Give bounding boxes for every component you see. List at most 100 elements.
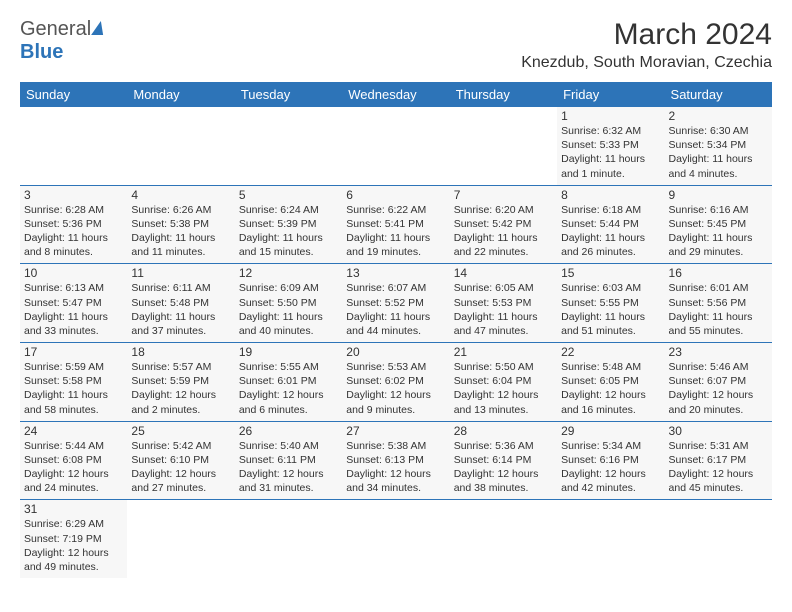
calendar-head: SundayMondayTuesdayWednesdayThursdayFrid…: [20, 82, 772, 107]
calendar-cell: [127, 107, 234, 185]
day-number: 3: [24, 188, 123, 202]
day-info: Sunrise: 5:42 AMSunset: 6:10 PMDaylight:…: [131, 439, 230, 496]
calendar-cell: 18Sunrise: 5:57 AMSunset: 5:59 PMDayligh…: [127, 343, 234, 422]
calendar-cell: 14Sunrise: 6:05 AMSunset: 5:53 PMDayligh…: [450, 264, 557, 343]
day-number: 24: [24, 424, 123, 438]
calendar-cell: 27Sunrise: 5:38 AMSunset: 6:13 PMDayligh…: [342, 421, 449, 500]
calendar-cell: 5Sunrise: 6:24 AMSunset: 5:39 PMDaylight…: [235, 185, 342, 264]
day-info: Sunrise: 5:55 AMSunset: 6:01 PMDaylight:…: [239, 360, 338, 417]
day-info: Sunrise: 6:13 AMSunset: 5:47 PMDaylight:…: [24, 281, 123, 338]
day-number: 18: [131, 345, 230, 359]
calendar-cell: 20Sunrise: 5:53 AMSunset: 6:02 PMDayligh…: [342, 343, 449, 422]
calendar-cell: 28Sunrise: 5:36 AMSunset: 6:14 PMDayligh…: [450, 421, 557, 500]
calendar-cell: 2Sunrise: 6:30 AMSunset: 5:34 PMDaylight…: [665, 107, 772, 185]
calendar-cell: 12Sunrise: 6:09 AMSunset: 5:50 PMDayligh…: [235, 264, 342, 343]
day-info: Sunrise: 6:30 AMSunset: 5:34 PMDaylight:…: [669, 124, 768, 181]
calendar-cell: [665, 500, 772, 578]
calendar-cell: 15Sunrise: 6:03 AMSunset: 5:55 PMDayligh…: [557, 264, 664, 343]
weekday-header: Wednesday: [342, 82, 449, 107]
calendar-cell: 30Sunrise: 5:31 AMSunset: 6:17 PMDayligh…: [665, 421, 772, 500]
calendar-row: 24Sunrise: 5:44 AMSunset: 6:08 PMDayligh…: [20, 421, 772, 500]
logo-sail-icon: [91, 21, 107, 35]
day-number: 8: [561, 188, 660, 202]
calendar-cell: 6Sunrise: 6:22 AMSunset: 5:41 PMDaylight…: [342, 185, 449, 264]
day-number: 4: [131, 188, 230, 202]
calendar-cell: [235, 107, 342, 185]
calendar-cell: 22Sunrise: 5:48 AMSunset: 6:05 PMDayligh…: [557, 343, 664, 422]
day-number: 26: [239, 424, 338, 438]
location: Knezdub, South Moravian, Czechia: [521, 54, 772, 72]
day-number: 12: [239, 266, 338, 280]
day-info: Sunrise: 6:05 AMSunset: 5:53 PMDaylight:…: [454, 281, 553, 338]
day-number: 9: [669, 188, 768, 202]
day-info: Sunrise: 5:59 AMSunset: 5:58 PMDaylight:…: [24, 360, 123, 417]
day-info: Sunrise: 6:18 AMSunset: 5:44 PMDaylight:…: [561, 203, 660, 260]
day-info: Sunrise: 5:36 AMSunset: 6:14 PMDaylight:…: [454, 439, 553, 496]
day-info: Sunrise: 6:20 AMSunset: 5:42 PMDaylight:…: [454, 203, 553, 260]
weekday-header: Sunday: [20, 82, 127, 107]
calendar-cell: 19Sunrise: 5:55 AMSunset: 6:01 PMDayligh…: [235, 343, 342, 422]
day-info: Sunrise: 6:28 AMSunset: 5:36 PMDaylight:…: [24, 203, 123, 260]
calendar-cell: 29Sunrise: 5:34 AMSunset: 6:16 PMDayligh…: [557, 421, 664, 500]
day-number: 28: [454, 424, 553, 438]
day-info: Sunrise: 6:24 AMSunset: 5:39 PMDaylight:…: [239, 203, 338, 260]
day-info: Sunrise: 6:07 AMSunset: 5:52 PMDaylight:…: [346, 281, 445, 338]
logo-blue: Blue: [20, 41, 63, 63]
day-number: 27: [346, 424, 445, 438]
day-info: Sunrise: 5:50 AMSunset: 6:04 PMDaylight:…: [454, 360, 553, 417]
logo-general: General: [20, 18, 91, 40]
calendar-cell: 13Sunrise: 6:07 AMSunset: 5:52 PMDayligh…: [342, 264, 449, 343]
day-number: 25: [131, 424, 230, 438]
calendar-cell: 4Sunrise: 6:26 AMSunset: 5:38 PMDaylight…: [127, 185, 234, 264]
day-number: 17: [24, 345, 123, 359]
calendar-cell: 1Sunrise: 6:32 AMSunset: 5:33 PMDaylight…: [557, 107, 664, 185]
weekday-header: Friday: [557, 82, 664, 107]
calendar-cell: 25Sunrise: 5:42 AMSunset: 6:10 PMDayligh…: [127, 421, 234, 500]
day-number: 5: [239, 188, 338, 202]
weekday-header: Saturday: [665, 82, 772, 107]
header: General Blue March 2024 Knezdub, South M…: [20, 18, 772, 72]
calendar-cell: 16Sunrise: 6:01 AMSunset: 5:56 PMDayligh…: [665, 264, 772, 343]
calendar-cell: [450, 500, 557, 578]
day-number: 21: [454, 345, 553, 359]
day-info: Sunrise: 5:40 AMSunset: 6:11 PMDaylight:…: [239, 439, 338, 496]
calendar-cell: 31Sunrise: 6:29 AMSunset: 7:19 PMDayligh…: [20, 500, 127, 578]
day-info: Sunrise: 5:57 AMSunset: 5:59 PMDaylight:…: [131, 360, 230, 417]
calendar-cell: 8Sunrise: 6:18 AMSunset: 5:44 PMDaylight…: [557, 185, 664, 264]
calendar-cell: 9Sunrise: 6:16 AMSunset: 5:45 PMDaylight…: [665, 185, 772, 264]
day-number: 20: [346, 345, 445, 359]
day-info: Sunrise: 5:34 AMSunset: 6:16 PMDaylight:…: [561, 439, 660, 496]
day-number: 29: [561, 424, 660, 438]
day-number: 10: [24, 266, 123, 280]
day-info: Sunrise: 5:46 AMSunset: 6:07 PMDaylight:…: [669, 360, 768, 417]
day-number: 6: [346, 188, 445, 202]
calendar-cell: 11Sunrise: 6:11 AMSunset: 5:48 PMDayligh…: [127, 264, 234, 343]
day-info: Sunrise: 5:48 AMSunset: 6:05 PMDaylight:…: [561, 360, 660, 417]
day-info: Sunrise: 6:03 AMSunset: 5:55 PMDaylight:…: [561, 281, 660, 338]
day-info: Sunrise: 6:29 AMSunset: 7:19 PMDaylight:…: [24, 517, 123, 574]
calendar-row: 31Sunrise: 6:29 AMSunset: 7:19 PMDayligh…: [20, 500, 772, 578]
day-info: Sunrise: 6:16 AMSunset: 5:45 PMDaylight:…: [669, 203, 768, 260]
calendar-cell: 3Sunrise: 6:28 AMSunset: 5:36 PMDaylight…: [20, 185, 127, 264]
calendar-body: 1Sunrise: 6:32 AMSunset: 5:33 PMDaylight…: [20, 107, 772, 578]
day-info: Sunrise: 5:53 AMSunset: 6:02 PMDaylight:…: [346, 360, 445, 417]
month-title: March 2024: [521, 18, 772, 52]
day-number: 22: [561, 345, 660, 359]
day-info: Sunrise: 6:32 AMSunset: 5:33 PMDaylight:…: [561, 124, 660, 181]
day-info: Sunrise: 5:31 AMSunset: 6:17 PMDaylight:…: [669, 439, 768, 496]
day-number: 1: [561, 109, 660, 123]
calendar-table: SundayMondayTuesdayWednesdayThursdayFrid…: [20, 82, 772, 578]
day-info: Sunrise: 5:44 AMSunset: 6:08 PMDaylight:…: [24, 439, 123, 496]
day-number: 14: [454, 266, 553, 280]
calendar-cell: 26Sunrise: 5:40 AMSunset: 6:11 PMDayligh…: [235, 421, 342, 500]
day-number: 30: [669, 424, 768, 438]
calendar-cell: 23Sunrise: 5:46 AMSunset: 6:07 PMDayligh…: [665, 343, 772, 422]
calendar-row: 3Sunrise: 6:28 AMSunset: 5:36 PMDaylight…: [20, 185, 772, 264]
day-number: 13: [346, 266, 445, 280]
day-info: Sunrise: 6:11 AMSunset: 5:48 PMDaylight:…: [131, 281, 230, 338]
day-info: Sunrise: 6:09 AMSunset: 5:50 PMDaylight:…: [239, 281, 338, 338]
calendar-cell: [342, 107, 449, 185]
calendar-row: 1Sunrise: 6:32 AMSunset: 5:33 PMDaylight…: [20, 107, 772, 185]
calendar-cell: [450, 107, 557, 185]
weekday-header: Thursday: [450, 82, 557, 107]
